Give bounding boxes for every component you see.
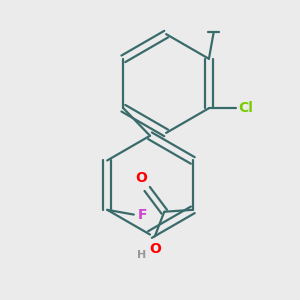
Text: Cl: Cl [238,101,253,115]
Text: O: O [136,171,147,185]
Text: F: F [138,208,147,222]
Text: H: H [137,250,146,260]
Text: O: O [149,242,161,256]
